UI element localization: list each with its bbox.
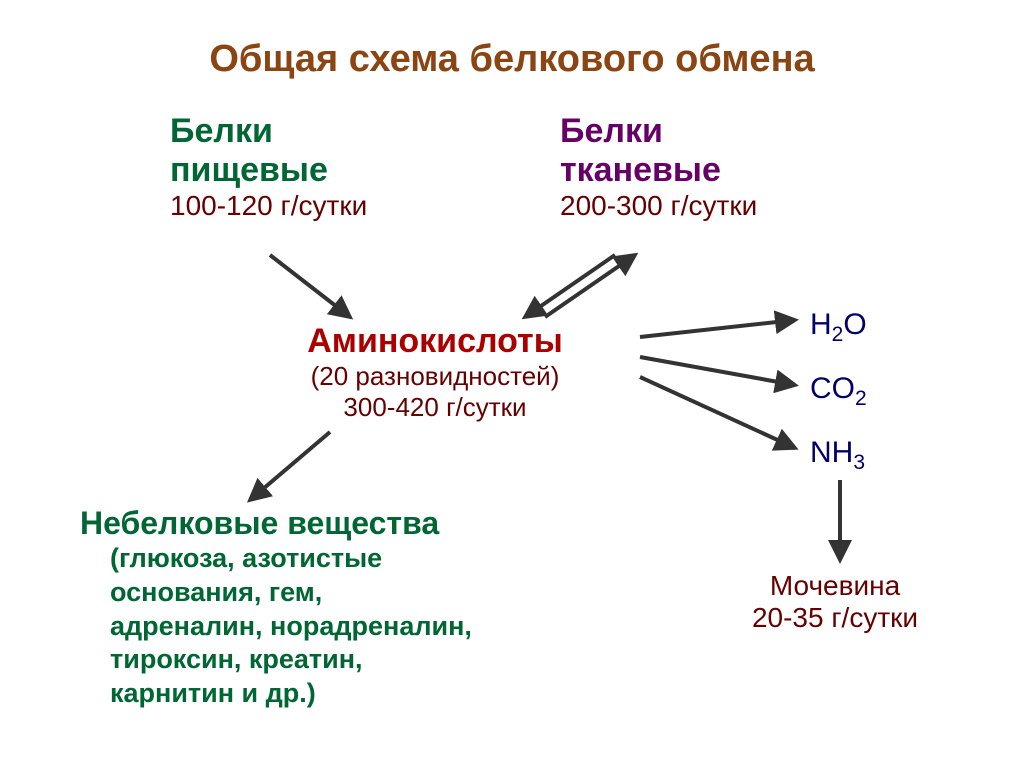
node-amino-acids: Аминокислоты (20 разновидностей) 300-420… bbox=[265, 322, 605, 423]
node-urea: Мочевина 20-35 г/сутки bbox=[725, 570, 945, 634]
tissue-proteins-sub: 200-300 г/сутки bbox=[560, 190, 840, 222]
tissue-proteins-line2: тканевые bbox=[560, 151, 721, 189]
amino-acids-sub: 300-420 г/сутки bbox=[265, 392, 605, 423]
nonprotein-body2: основания, гем, bbox=[110, 577, 322, 607]
nh3-sub: 3 bbox=[853, 451, 865, 474]
node-co2: CO2 bbox=[810, 372, 867, 411]
tissue-proteins-line1: Белки bbox=[560, 112, 663, 150]
arrow-4 bbox=[640, 320, 795, 337]
h2o-sub: 2 bbox=[832, 323, 844, 346]
node-nonprotein: Небелковые вещества (глюкоза, азотистые … bbox=[80, 505, 540, 711]
node-food-proteins: Белки пищевые 100-120 г/сутки bbox=[170, 112, 430, 222]
nonprotein-body3: адреналин, норадреналин, bbox=[110, 611, 472, 641]
urea-sub: 20-35 г/сутки bbox=[725, 602, 945, 634]
food-proteins-sub: 100-120 г/сутки bbox=[170, 190, 430, 222]
co2-sub: 2 bbox=[855, 387, 867, 410]
arrow-5 bbox=[640, 357, 795, 385]
nonprotein-title: Небелковые вещества bbox=[80, 505, 540, 542]
nonprotein-body5: карнитин и др.) bbox=[110, 678, 316, 708]
food-proteins-line2: пищевые bbox=[170, 151, 328, 189]
nonprotein-body1: (глюкоза, азотистые bbox=[110, 543, 382, 573]
nonprotein-body4: тироксин, креатин, bbox=[110, 644, 363, 674]
nh3-text: NH bbox=[810, 436, 853, 469]
arrow-0 bbox=[270, 255, 350, 317]
h2o-after: O bbox=[843, 308, 866, 341]
urea-line1: Мочевина bbox=[725, 570, 945, 602]
amino-acids-line1: Аминокислоты bbox=[265, 322, 605, 361]
node-tissue-proteins: Белки тканевые 200-300 г/сутки bbox=[560, 112, 840, 222]
arrow-3 bbox=[250, 432, 330, 500]
arrow-2 bbox=[545, 255, 635, 317]
h2o-text: H bbox=[810, 308, 832, 341]
co2-text: CO bbox=[810, 372, 855, 405]
food-proteins-line1: Белки bbox=[170, 112, 273, 150]
arrow-6 bbox=[640, 377, 795, 448]
node-h2o: H2O bbox=[810, 308, 867, 347]
arrow-1 bbox=[525, 255, 615, 317]
amino-acids-line2: (20 разновидностей) bbox=[265, 361, 605, 392]
diagram-title: Общая схема белкового обмена bbox=[0, 38, 1024, 81]
node-nh3: NH3 bbox=[810, 436, 865, 475]
